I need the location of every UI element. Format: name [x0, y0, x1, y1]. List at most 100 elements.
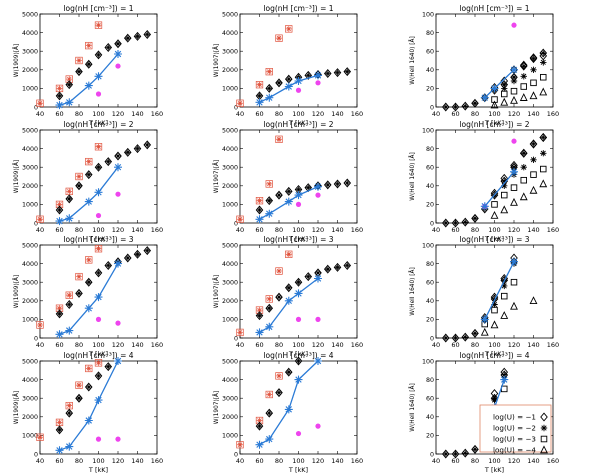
black-marker-star: [256, 423, 263, 429]
black-marker: [451, 218, 460, 228]
black-marker-star: [134, 145, 141, 152]
black-marker: [104, 157, 113, 167]
y-axis-label: W(1907)[Å]: [213, 160, 220, 194]
x-tick-label: 100: [92, 457, 104, 465]
black-marker-star: [344, 262, 351, 269]
black-marker: [275, 78, 283, 88]
black-marker: [471, 444, 479, 454]
black-marker: [55, 309, 64, 319]
x-axis-label: T [kK]: [88, 119, 108, 127]
black-marker: [471, 328, 479, 338]
panel-r1c1: 40 60 80 100 120 140 160 0 1000 2000 3000 4000 5000 l…: [13, 4, 163, 127]
magenta-point: [95, 436, 102, 442]
black-marker-star: [324, 182, 331, 188]
y-tick-label: 3000: [222, 396, 238, 403]
blue-asterisk-marker: [314, 274, 322, 283]
blue-asterisk-marker: [55, 217, 64, 226]
black-marker-star: [501, 372, 508, 378]
y-tick-label: 1000: [22, 433, 38, 440]
black-marker: [75, 181, 83, 191]
black-marker: [333, 68, 342, 78]
black-marker-star: [95, 52, 102, 58]
triangle-marker: [510, 301, 518, 310]
black-marker-star: [452, 220, 459, 226]
blue-asterisk-marker: [294, 289, 303, 298]
red-square-marker: [255, 81, 264, 89]
x-tick-label: 160: [547, 110, 559, 118]
red-square-marker: [94, 21, 103, 29]
blue-asterisk-marker: [480, 315, 489, 324]
red-asterisk-marker: [95, 22, 102, 28]
black-marker-star: [125, 35, 131, 41]
black-marker: [94, 268, 103, 278]
x-tick-label: 140: [527, 457, 539, 465]
blue-asterisk-marker: [65, 214, 74, 223]
red-asterisk-marker: [276, 373, 282, 379]
y-tick-label: 5000: [222, 358, 238, 365]
panel-r2c2: 40 60 80 100 120 140 160 0 1000 2000 3000 4000 5000 l…: [213, 120, 363, 243]
y-axis-label: W(1909)[Å]: [13, 391, 20, 425]
x-tick-label: 120: [508, 457, 520, 465]
blue-asterisk-marker: [294, 191, 303, 200]
black-marker-star: [76, 183, 82, 189]
triangle-marker: [529, 91, 538, 100]
triangle-marker: [480, 327, 489, 336]
black-marker-star: [276, 192, 282, 198]
x-axis-label: T [kK]: [288, 119, 308, 127]
diamond-marker: [519, 60, 528, 70]
black-marker-star: [56, 207, 63, 213]
blue-asterisk-marker: [480, 93, 489, 102]
black-marker: [284, 186, 293, 196]
blue-asterisk-marker: [284, 296, 293, 305]
y-tick-label: 2000: [222, 414, 238, 421]
red-square-marker: [94, 143, 103, 151]
y-tick-label: 0: [34, 335, 38, 342]
x-tick-label: 60: [55, 341, 63, 349]
red-square-marker: [236, 99, 244, 107]
x-tick-label: 80: [471, 457, 479, 465]
x-tick-label: 160: [151, 226, 163, 234]
panel-title: log(nH [cm⁻³]) = 3: [263, 235, 333, 244]
x-tick-label: 60: [255, 341, 263, 349]
black-marker-star: [95, 373, 102, 379]
black-marker-star: [334, 264, 341, 271]
black-marker-star: [540, 50, 546, 56]
x-tick-label: 140: [527, 226, 539, 234]
x-tick-label: 140: [527, 341, 539, 349]
blue-asterisk-marker: [255, 98, 264, 107]
red-asterisk-marker: [86, 158, 92, 165]
red-square-marker: [285, 250, 293, 258]
panel-title: log(nH [cm⁻³]) = 2: [263, 120, 333, 129]
y-tick-label: 0: [34, 104, 38, 111]
x-tick-label: 40: [432, 226, 440, 234]
x-tick-label: 140: [131, 457, 143, 465]
black-marker: [519, 61, 528, 71]
y-axis-label: W(HeII 1640) [Å]: [409, 267, 416, 316]
red-square-marker: [85, 364, 93, 373]
black-marker: [104, 260, 113, 270]
red-square-marker: [75, 381, 83, 389]
x-tick-label: 40: [236, 341, 244, 349]
blue-asterisk-marker: [94, 396, 103, 405]
y-tick-label: 80: [426, 146, 434, 153]
triangle-marker: [490, 320, 499, 329]
blue-asterisk-marker: [114, 163, 122, 172]
red-square-marker: [275, 267, 283, 275]
y-tick-label: 0: [430, 335, 434, 342]
triangle-marker: [510, 95, 518, 104]
blue-asterisk-marker: [84, 416, 93, 425]
x-tick-label: 40: [432, 341, 440, 349]
black-marker: [323, 69, 332, 79]
asterisk-marker: [520, 164, 527, 171]
y-tick-label: 4000: [222, 377, 238, 384]
red-asterisk-marker: [76, 382, 82, 388]
black-marker: [84, 170, 93, 180]
x-tick-label: 120: [112, 341, 124, 349]
y-tick-label: 0: [234, 451, 238, 458]
red-asterisk-marker: [76, 273, 82, 280]
panel-title: log(nH [cm⁻³]) = 1: [63, 4, 133, 13]
black-marker: [75, 288, 83, 298]
black-marker-star: [285, 369, 292, 375]
y-tick-label: 100: [422, 242, 434, 249]
x-axis-label: T [kK]: [88, 350, 108, 358]
